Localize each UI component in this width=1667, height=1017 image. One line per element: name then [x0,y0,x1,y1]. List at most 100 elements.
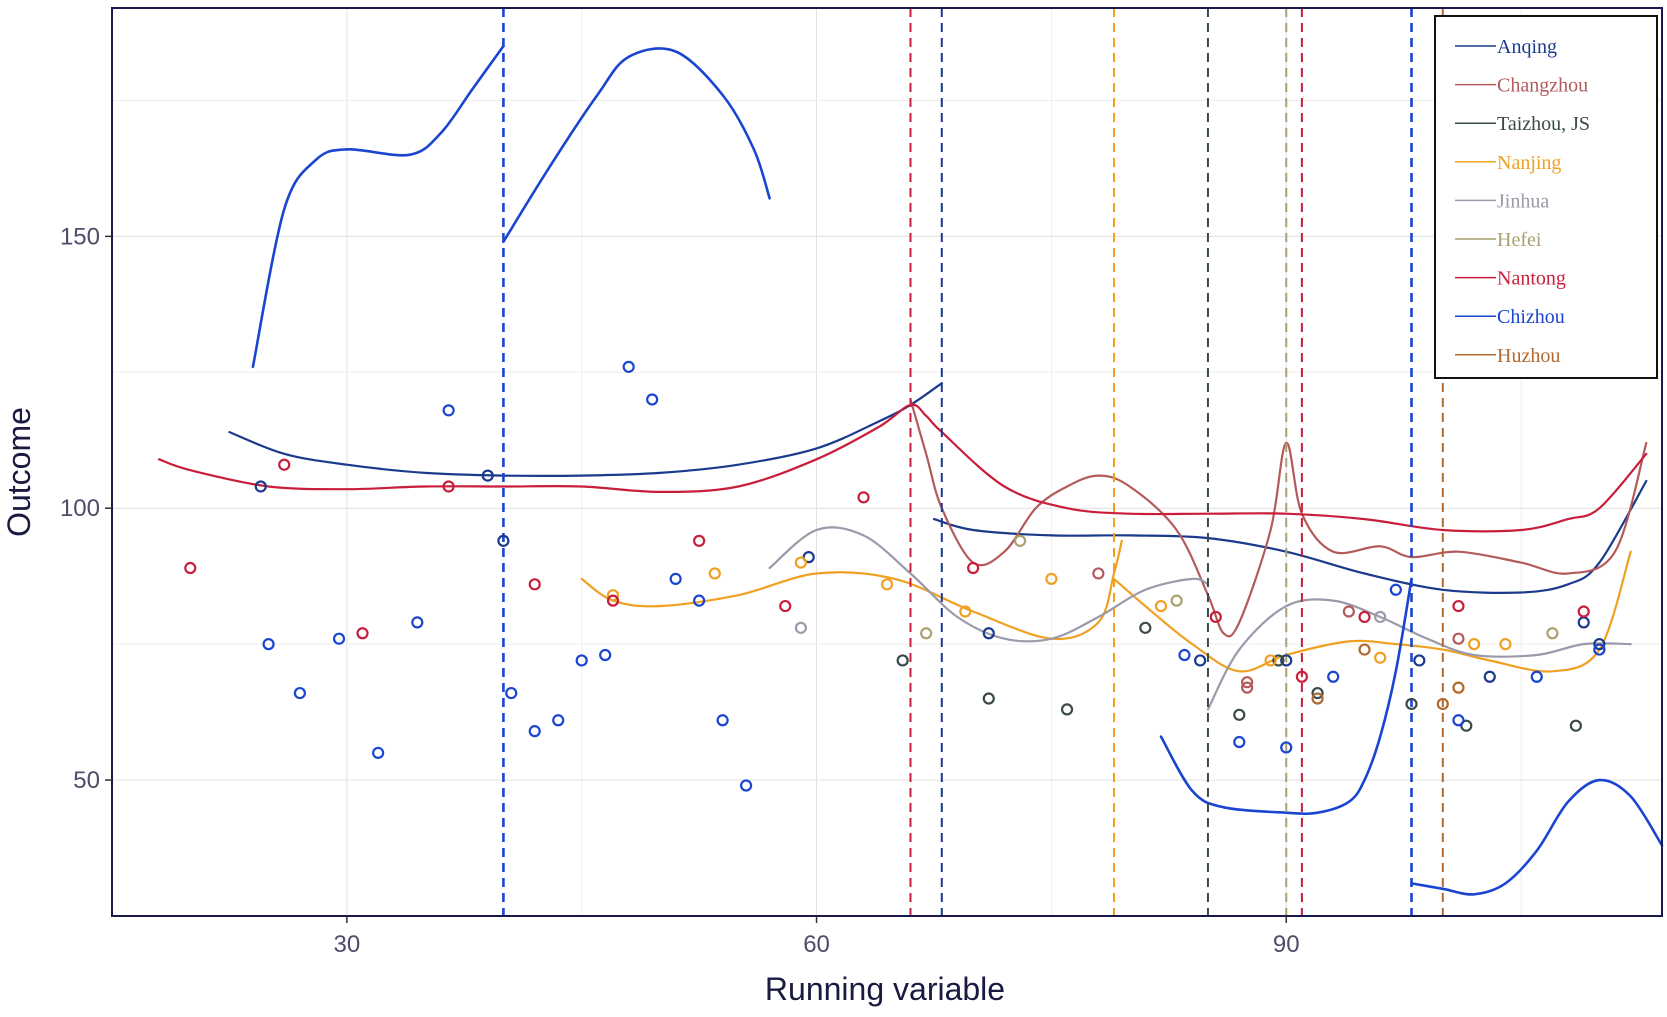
point-chizhou [1452,714,1465,727]
point-nanjing [1468,638,1481,651]
legend-label: Jinhua [1497,190,1549,212]
y-tick-label: 100 [60,495,100,522]
fit-line-anqing [228,382,943,477]
point-nantong [606,594,620,607]
point-nanjing [708,567,721,580]
point-taizhou-js [1139,621,1152,634]
point-chizhou [293,686,306,700]
point-changzhou [1342,605,1355,618]
point-taizhou-js [1272,654,1285,667]
point-nanjing [959,605,972,618]
point-chizhou [1593,643,1606,656]
point-chizhou [372,746,385,759]
fit-line-nanjing [1112,550,1632,673]
point-nantong [1295,670,1308,683]
cutoff-lines [502,8,1444,916]
fit-line-jinhua [1206,598,1632,711]
x-tick-label: 60 [803,931,830,958]
fit-line-nantong [157,403,1648,533]
point-taizhou-js [896,654,909,667]
point-chizhou [1389,583,1402,596]
legend-label: Huzhou [1497,345,1560,367]
axis-ticks: 30 60 90 50 100 150 [60,223,1300,958]
point-jinhua [1374,610,1387,624]
point-taizhou-js [1569,719,1582,732]
point-anqing [254,480,267,493]
point-nanjing [606,589,620,602]
y-tick-label: 50 [73,767,100,794]
x-tick-label: 30 [333,931,360,958]
point-chizhou [622,360,635,373]
point-chizhou [262,638,275,651]
point-anqing [497,534,510,547]
point-changzhou [1092,567,1105,580]
point-chizhou [716,714,729,727]
legend-label: Taizhou, JS [1497,113,1590,135]
fit-line-jinhua [768,526,1210,643]
point-chizhou [332,632,346,645]
point-nantong [967,561,980,575]
point-nanjing [1264,654,1277,667]
plot-border [111,7,1663,917]
fit-line-nanjing [580,539,1123,641]
point-chizhou [1233,735,1246,749]
point-anqing [1483,670,1496,683]
point-nanjing [1154,599,1168,613]
point-hefei [1170,594,1183,607]
point-huzhou [1436,697,1449,711]
point-anqing [1593,638,1606,651]
legend-label: Changzhou [1497,75,1588,97]
point-changzhou [1241,681,1254,694]
point-nantong [528,578,541,591]
point-chizhou [1280,741,1293,754]
point-nanjing [1499,638,1512,651]
point-hefei [1546,627,1559,640]
point-nanjing [880,578,894,591]
legend-label: Hefei [1497,229,1542,251]
point-nanjing [1374,651,1387,664]
point-chizhou [739,779,753,792]
point-taizhou-js [1460,719,1473,732]
fit-line-chizhou [502,47,771,244]
fit-line-chizhou [1159,577,1413,816]
point-nantong [184,561,197,575]
point-taizhou-js [1060,703,1074,716]
x-tick-label: 90 [1273,931,1300,958]
point-taizhou-js [982,692,995,705]
point-nanjing [1045,572,1058,585]
point-hefei [1013,534,1027,547]
legend-label: Chizhou [1497,306,1565,328]
point-nantong [278,458,291,471]
point-chizhou [599,648,612,662]
point-changzhou [1452,632,1465,645]
legend-label: Nanjing [1497,152,1561,174]
fit-line-anqing [932,479,1648,594]
y-tick-label: 150 [60,223,100,250]
legend: Anqing Changzhou Taizhou, JS Nanjing Jinhua H… [1434,15,1658,379]
point-chizhou [1327,670,1340,683]
point-nantong [693,534,706,547]
x-axis-title: Running variable [765,971,1005,1007]
point-nantong [356,627,369,640]
fit-line-chizhou [251,44,505,369]
point-taizhou-js [1233,708,1246,721]
data-points [184,360,1606,792]
point-huzhou [1452,681,1465,694]
point-chizhou [693,594,706,607]
point-chizhou [575,654,588,667]
point-nanjing [794,556,807,569]
point-nantong [1358,610,1371,624]
point-jinhua [794,621,807,634]
point-chizhou [411,616,424,629]
point-chizhou [505,686,518,700]
point-nantong [1577,605,1590,618]
point-chizhou [1178,648,1191,662]
point-chizhou [1530,670,1543,683]
legend-box [1434,15,1658,379]
point-nantong [857,491,870,504]
point-changzhou [1241,676,1254,689]
fit-line-changzhou [909,398,1648,638]
legend-label: Anqing [1497,36,1557,58]
